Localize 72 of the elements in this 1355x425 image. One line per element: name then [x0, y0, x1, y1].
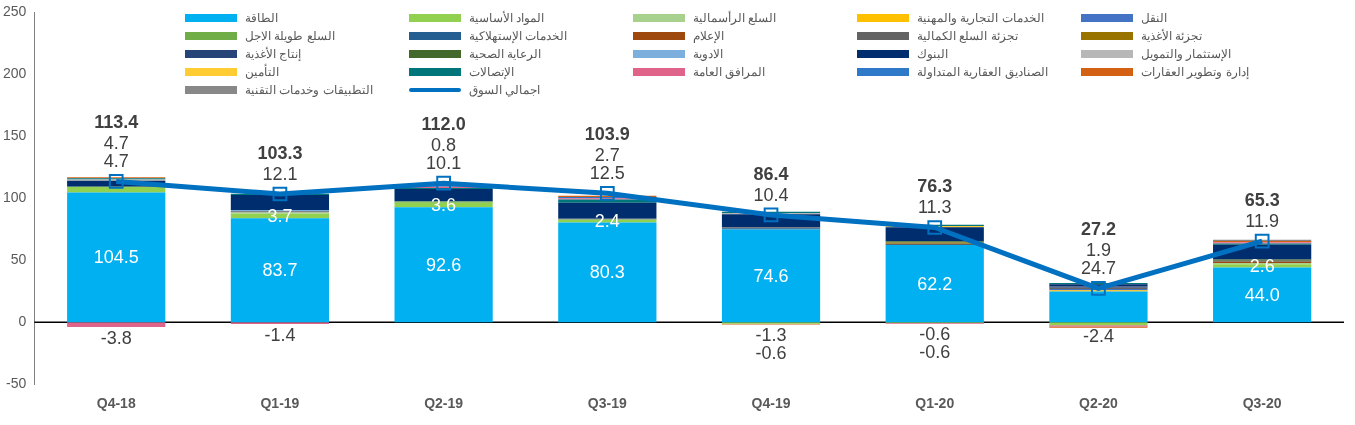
data-label: 44.0	[1244, 284, 1280, 305]
data-label: 4.7	[103, 151, 129, 172]
data-label: 11.9	[1245, 211, 1279, 232]
data-label: 12.1	[262, 163, 298, 184]
legend-label: السلع طويلة الاجل	[245, 29, 335, 43]
y-tick-label: 0	[18, 313, 27, 330]
legend-label: النقل	[1141, 11, 1167, 25]
legend-label: تجزئة السلع الكمالية	[917, 29, 1018, 43]
data-label: 3.7	[267, 206, 293, 226]
legend-label: التطبيقات وخدمات التقنية	[245, 83, 373, 97]
data-label: -1.4	[264, 324, 296, 345]
data-label: 10.4	[753, 184, 789, 205]
x-tick-label: Q2-19	[424, 395, 464, 412]
data-label: 103.3	[257, 142, 303, 163]
data-label: 103.9	[584, 124, 630, 145]
x-tick-label: Q4-19	[751, 395, 791, 412]
data-label: 80.3	[589, 262, 625, 283]
data-label: 0.8	[431, 135, 457, 156]
data-label: 83.7	[262, 260, 298, 281]
data-label: 62.2	[917, 273, 953, 294]
data-label: -0.6	[919, 323, 951, 344]
x-tick-label: Q2-20	[1078, 395, 1119, 412]
x-tick-label: Q3-19	[587, 395, 627, 412]
legend-label: إدارة وتطوير العقارات	[1141, 65, 1249, 79]
legend-label: تجزئة الأغذية	[1141, 29, 1203, 43]
data-label: -2.4	[1082, 326, 1114, 347]
y-tick-label: 100	[3, 188, 27, 205]
data-label: 92.6	[426, 254, 462, 275]
legend-label: المواد الأساسية	[469, 11, 545, 25]
data-label: 11.3	[917, 197, 952, 218]
legend-label: إنتاج الأغذية	[245, 47, 302, 61]
y-tick-label: 50	[10, 250, 27, 267]
data-label: 113.4	[94, 112, 139, 133]
data-label: 76.3	[917, 176, 953, 197]
data-label: 74.6	[753, 265, 789, 286]
data-label: 112.0	[421, 114, 466, 135]
data-label: 12.5	[589, 163, 625, 184]
y-tick-label: 200	[3, 64, 27, 81]
data-label: 86.4	[753, 163, 789, 184]
x-tick-label: Q1-19	[260, 395, 300, 412]
data-label: -3.8	[100, 327, 132, 348]
legend-label: الإستثمار والتمويل	[1141, 47, 1232, 61]
legend-label: اجمالي السوق	[469, 83, 541, 97]
x-tick-label: Q4-18	[96, 395, 136, 412]
legend-label: المرافق العامة	[693, 65, 766, 79]
legend-label: الطاقة	[245, 11, 278, 25]
legend-label: التأمين	[245, 65, 279, 79]
data-label: -1.3	[755, 324, 787, 345]
legend-label: الإتصالات	[469, 65, 514, 79]
legend-label: الادوية	[693, 47, 723, 61]
legend-label: الخدمات الإستهلاكية	[469, 29, 568, 43]
data-label: 1.9	[1085, 240, 1111, 261]
legend-label: الإعلام	[693, 29, 724, 43]
data-label: 2.7	[594, 145, 620, 166]
data-label: -0.6	[755, 342, 787, 363]
data-label: 24.7	[1080, 258, 1116, 279]
legend-label: السلع الرأسمالية	[693, 11, 777, 25]
data-label: 10.1	[426, 153, 462, 174]
data-label: 65.3	[1244, 190, 1280, 211]
y-tick-label: -50	[6, 375, 27, 392]
y-tick-label: 150	[3, 126, 27, 143]
data-label: 104.5	[93, 247, 139, 268]
legend-label: الرعاية الصحية	[469, 47, 542, 61]
legend-label: الخدمات التجارية والمهنية	[917, 11, 1044, 25]
data-label: -0.6	[919, 341, 951, 362]
x-tick-label: Q1-20	[915, 395, 955, 412]
data-label: 27.2	[1080, 219, 1116, 240]
data-label: 4.7	[103, 133, 129, 154]
legend-label: البنوك	[917, 47, 948, 61]
legend-label: الصناديق العقارية المتداولة	[917, 65, 1048, 79]
y-tick-label: 250	[3, 2, 27, 19]
x-tick-label: Q3-20	[1242, 395, 1282, 412]
